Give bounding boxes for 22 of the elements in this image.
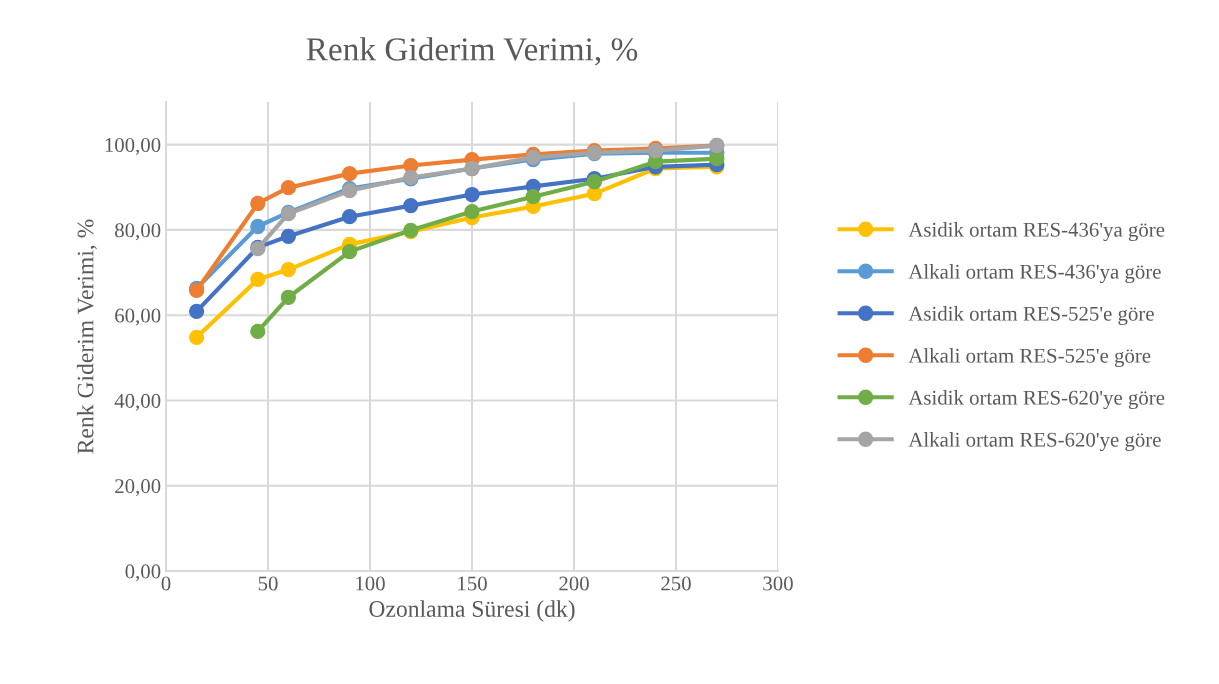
x-tick-label: 50	[258, 576, 278, 591]
legend-label: Asidik ortam RES-436'ya göre	[908, 222, 1165, 242]
x-tick-label: 100	[356, 576, 385, 591]
y-axis-title: Renk Giderim Verimi, %	[76, 219, 97, 454]
x-tick-label: 150	[458, 576, 487, 591]
legend-label: Alkali ortam RES-620'ye göre	[908, 432, 1161, 452]
x-tick-label: 250	[661, 576, 691, 591]
legend-label: Asidik ortam RES-620'ye göre	[908, 390, 1165, 410]
legend-label: Alkali ortam RES-525'e göre	[908, 348, 1151, 368]
y-tick-label: 60,00	[115, 308, 161, 326]
y-tick-label: 100,00	[105, 138, 161, 156]
y-tick-label: 40,00	[114, 393, 161, 411]
y-tick-label: 0,00	[125, 564, 161, 582]
x-tick-label: 0	[161, 576, 171, 591]
legend-label: Asidik ortam RES-525'e göre	[908, 306, 1154, 326]
legend-label: Alkali ortam RES-436'ya göre	[908, 264, 1161, 284]
chart-title: Renk Giderim Verimi, %	[306, 37, 638, 66]
x-axis-title: Ozonlama Süresi (dk)	[369, 600, 575, 622]
x-tick-label: 200	[559, 576, 589, 591]
y-tick-label: 20,00	[115, 479, 161, 497]
y-tick-label: 80,00	[115, 223, 161, 241]
x-tick-label: 300	[763, 576, 793, 591]
